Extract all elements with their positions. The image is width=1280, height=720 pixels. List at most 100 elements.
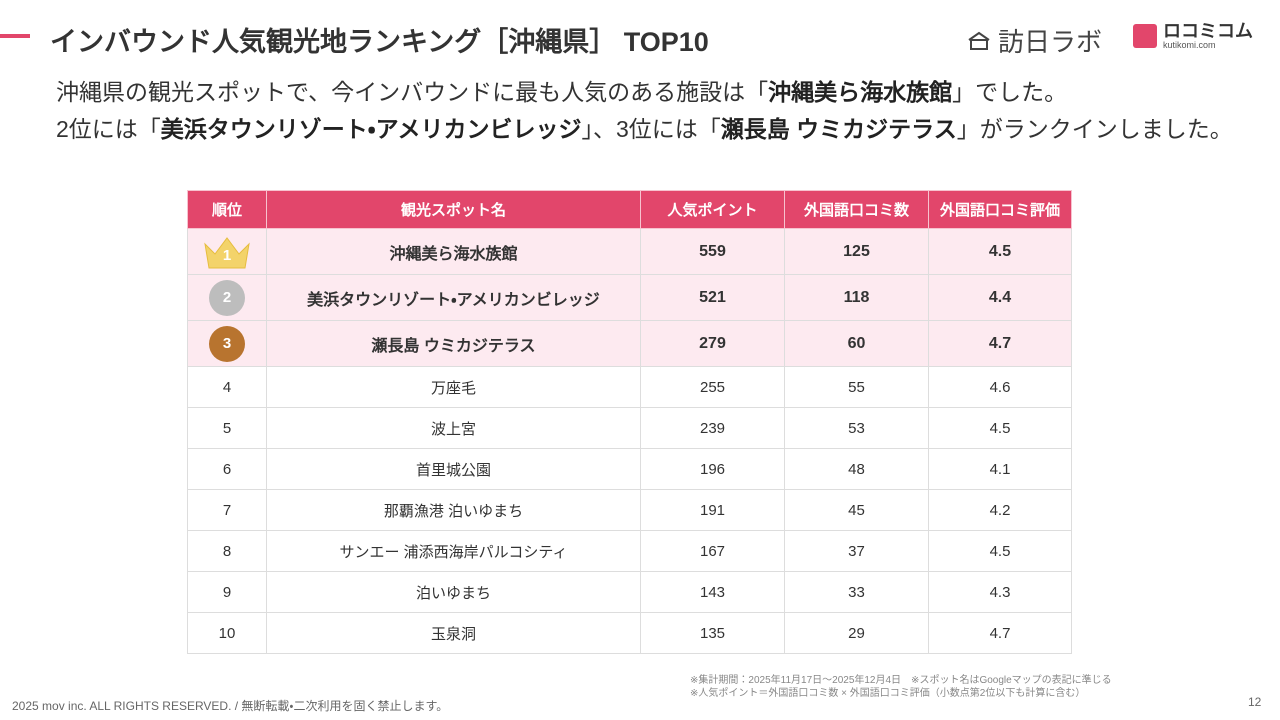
rank-number: 4: [222, 378, 232, 396]
review-count: 45: [784, 489, 929, 531]
spot-name: 瀬長島 ウミカジテラス: [266, 320, 641, 367]
points: 143: [640, 571, 785, 613]
spot-name: 沖縄美ら海水族館: [266, 228, 641, 275]
rating: 4.4: [928, 274, 1072, 321]
column-header: 外国語口コミ評価: [928, 190, 1072, 229]
rank-cell: 10: [187, 612, 267, 654]
page-number: 12: [1248, 695, 1262, 709]
logo: ロコミコム kutikomi.com: [1133, 22, 1253, 50]
table-row: 5 波上宮 239 53 4.5: [187, 407, 1072, 449]
logo-icon: [1133, 24, 1157, 48]
column-header: 順位: [187, 190, 267, 229]
table-row: 7 那覇漁港 泊いゆまち 191 45 4.2: [187, 489, 1072, 531]
column-header: 人気ポイント: [640, 190, 785, 229]
spot-name: 美浜タウンリゾート・アメリカンビレッジ: [266, 274, 641, 321]
points: 239: [640, 407, 785, 449]
review-count: 53: [784, 407, 929, 449]
points: 167: [640, 530, 785, 572]
table-row: 1 沖縄美ら海水族館 559 125 4.5: [187, 228, 1072, 275]
spot-name: 泊いゆまち: [266, 571, 641, 613]
note: ※人気ポイント＝外国語口コミ数 × 外国語口コミ評価（小数点第2位以下も計算に含…: [690, 688, 1086, 699]
rating: 4.5: [928, 228, 1072, 275]
logo-text: ロコミコム: [1163, 21, 1253, 41]
logo: 訪日ラボ: [966, 22, 1102, 59]
review-count: 29: [784, 612, 929, 654]
review-count: 33: [784, 571, 929, 613]
column-header: 観光スポット名: [266, 190, 641, 229]
rank-cell: 1: [187, 228, 267, 275]
rank-cell: 3: [187, 320, 267, 367]
header-row: 順位 観光スポット名 人気ポイント 外国語口コミ数 外国語口コミ評価: [187, 190, 1072, 229]
medal: 2: [209, 279, 245, 316]
rating: 4.1: [928, 448, 1072, 490]
rating: 4.2: [928, 489, 1072, 531]
intro-line: 沖縄県の観光スポットで、今インバウンドに最も人気のある施設は「沖縄美ら海水族館」…: [56, 74, 1236, 111]
review-count: 37: [784, 530, 929, 572]
points: 135: [640, 612, 785, 654]
rating: 4.3: [928, 571, 1072, 613]
column-header: 外国語口コミ数: [784, 190, 929, 229]
rank-number: 7: [222, 501, 232, 519]
intro-bold: 瀬長島 ウミカジテラス: [720, 116, 957, 142]
notes: ※集計期間：2025年11月17日〜2025年12月4日 ※スポット名はGoog…: [690, 674, 1112, 700]
points: 559: [640, 228, 785, 275]
table-row: 3 瀬長島 ウミカジテラス 279 60 4.7: [187, 320, 1072, 367]
table-row: 4 万座毛 255 55 4.6: [187, 366, 1072, 408]
rank-number: 10: [218, 624, 236, 642]
rank-number: 5: [222, 419, 232, 437]
logo-text: 訪日ラボ: [998, 27, 1103, 57]
review-count: 125: [784, 228, 929, 275]
medal: 3: [209, 325, 245, 362]
review-count: 118: [784, 274, 929, 321]
rating: 4.5: [928, 530, 1072, 572]
review-count: 55: [784, 366, 929, 408]
rank-number: 9: [222, 583, 232, 601]
table-row: 8 サンエー 浦添西海岸パルコシティ 167 37 4.5: [187, 530, 1072, 572]
rating: 4.5: [928, 407, 1072, 449]
spot-name: 那覇漁港 泊いゆまち: [266, 489, 641, 531]
spot-name: 万座毛: [266, 366, 641, 408]
intro-text: 」がランクインしました。: [956, 116, 1233, 142]
rank-cell: 7: [187, 489, 267, 531]
table-row: 2 美浜タウンリゾート・アメリカンビレッジ 521 118 4.4: [187, 274, 1072, 321]
table-row: 10 玉泉洞 135 29 4.7: [187, 612, 1072, 654]
intro-text: 2位には「: [56, 116, 161, 142]
logo-text-block: ロコミコム kutikomi.com: [1163, 22, 1253, 50]
rank-cell: 8: [187, 530, 267, 572]
spot-name: 波上宮: [266, 407, 641, 449]
table-row: 6 首里城公園 196 48 4.1: [187, 448, 1072, 490]
intro: 沖縄県の観光スポットで、今インバウンドに最も人気のある施設は「沖縄美ら海水族館」…: [56, 74, 1236, 148]
rank-number: 8: [222, 542, 232, 560]
intro-bold: 美浜タウンリゾート・アメリカンビレッジ: [160, 116, 582, 142]
spot-name: 首里城公園: [266, 448, 641, 490]
review-count: 60: [784, 320, 929, 367]
rating: 4.7: [928, 612, 1072, 654]
rank-number: 6: [222, 460, 232, 478]
points: 196: [640, 448, 785, 490]
rank-cell: 5: [187, 407, 267, 449]
accent-bar: [0, 34, 30, 38]
rank-number: 1: [222, 247, 232, 264]
rank-cell: 9: [187, 571, 267, 613]
intro-text: 」でした。: [952, 79, 1068, 105]
logo-sub: kutikomi.com: [1163, 40, 1216, 50]
copyright: 2025 mov inc. ALL RIGHTS RESERVED. / 無断転…: [12, 699, 449, 713]
rank-cell: 2: [187, 274, 267, 321]
intro-text: 沖縄県の観光スポットで、今インバウンドに最も人気のある施設は「: [56, 79, 769, 105]
crown-icon: [204, 236, 250, 268]
title: インバウンド人気観光地ランキング［沖縄県］ TOP10: [50, 27, 709, 57]
spot-name: 玉泉洞: [266, 612, 641, 654]
points: 521: [640, 274, 785, 321]
ranking-table: 順位 観光スポット名 人気ポイント 外国語口コミ数 外国語口コミ評価 1 沖縄美ら海水族館…: [187, 190, 1072, 654]
review-count: 48: [784, 448, 929, 490]
intro-text: 」、3位には「: [581, 116, 721, 142]
rank-cell: 4: [187, 366, 267, 408]
intro-bold: 沖縄美ら海水族館: [768, 79, 953, 105]
points: 279: [640, 320, 785, 367]
rank-cell: 6: [187, 448, 267, 490]
crown: 1: [201, 234, 253, 270]
rating: 4.7: [928, 320, 1072, 367]
intro-line: 2位には「美浜タウンリゾート・アメリカンビレッジ」、3位には「瀬長島 ウミカジテ…: [56, 111, 1236, 148]
logo-icon: [968, 31, 990, 50]
